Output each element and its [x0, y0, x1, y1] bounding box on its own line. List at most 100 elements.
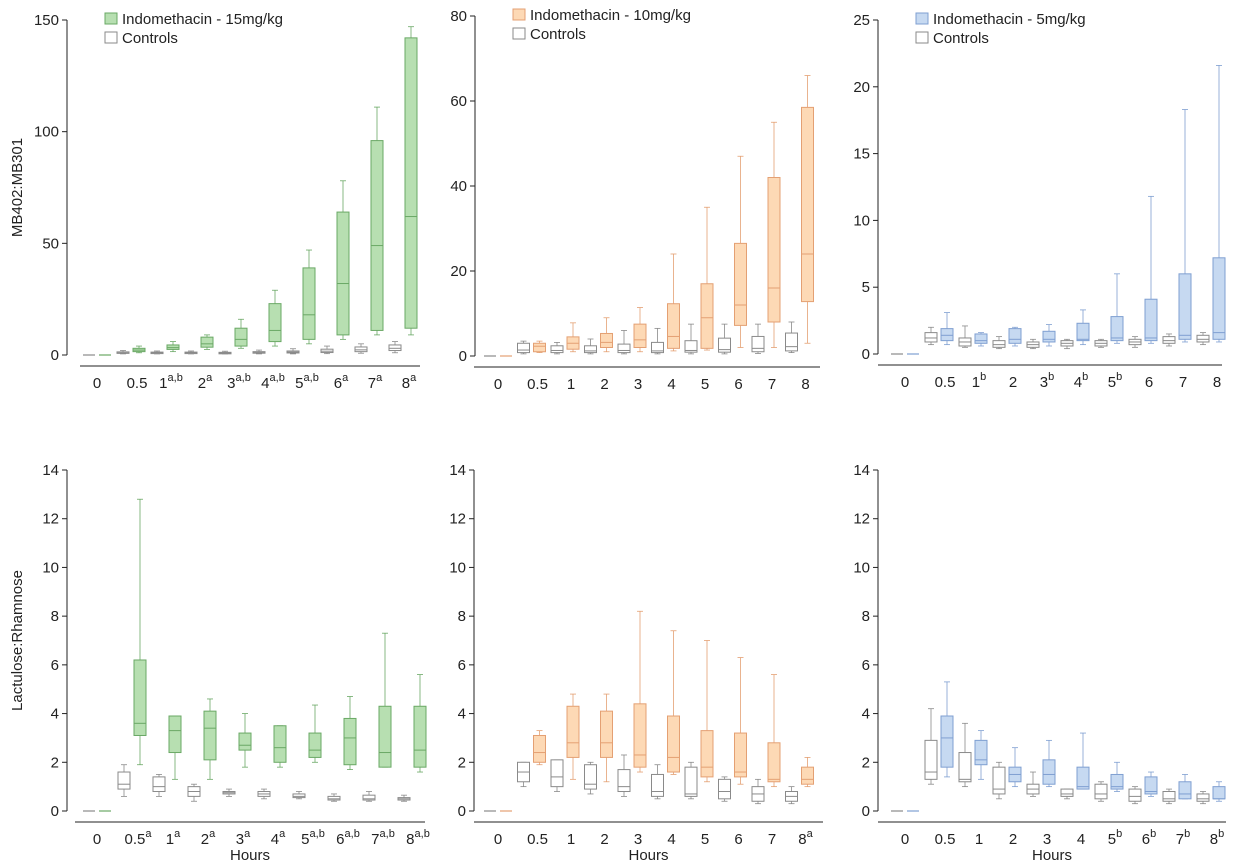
treated-box-8-box	[767, 742, 781, 783]
control-box-5	[651, 327, 664, 355]
treated-box-3	[600, 693, 613, 783]
control-box-9	[1196, 332, 1210, 346]
control-box-8	[751, 778, 765, 805]
control-box-2	[550, 759, 564, 792]
x-tick-label: 3	[634, 376, 642, 393]
y-tick-label: 4	[458, 706, 466, 723]
legend-label-treated: Indomethacin - 15mg/kg	[122, 11, 283, 28]
control-box-9-box	[1196, 793, 1210, 802]
y-tick-label: 2	[458, 754, 466, 771]
treated-box-4	[238, 713, 252, 768]
treated-box-3	[1008, 326, 1022, 347]
y-tick-label: 0	[51, 347, 59, 364]
x-tick-label: 7b	[1176, 828, 1190, 848]
treated-box-4-box	[633, 703, 647, 768]
control-box-3	[992, 336, 1006, 350]
y-tick-label: 60	[450, 93, 467, 110]
x-tick-label: 1a,b	[159, 372, 183, 392]
y-tick-label: 12	[449, 511, 466, 528]
treated-box-9	[404, 26, 418, 336]
y-tick-label: 10	[449, 559, 466, 576]
treated-box-6-box	[700, 730, 714, 778]
control-box-7	[1128, 786, 1142, 805]
control-box-1	[924, 708, 938, 785]
control-box-2	[152, 774, 166, 797]
treated-box-2	[168, 715, 182, 780]
y-tick-label: 20	[853, 79, 870, 96]
control-box-3	[992, 761, 1006, 800]
control-box-1	[924, 326, 938, 346]
treated-box-4-box	[1042, 330, 1056, 343]
control-box-7	[327, 793, 341, 802]
treated-box-6-box	[308, 732, 322, 758]
x-tick-label: 1	[567, 831, 575, 848]
control-box-8-box	[362, 794, 376, 801]
legend: Indomethacin - 5mg/kg Controls	[915, 11, 1086, 47]
treated-box-8	[370, 106, 384, 336]
y-tick-label: 2	[862, 754, 870, 771]
treated-box-7-box	[1144, 776, 1158, 795]
treated-box-3-box	[600, 332, 613, 349]
control-box-1-box	[517, 342, 530, 354]
legend-label-treated: Indomethacin - 10mg/kg	[530, 7, 691, 24]
treated-box-6-box	[1110, 316, 1124, 342]
treated-box-5	[667, 253, 680, 352]
treated-box-5-box	[273, 725, 287, 763]
treated-box-8	[1178, 774, 1192, 800]
treated-box-2	[566, 693, 580, 780]
control-box-4-box	[617, 769, 631, 793]
treated-box-8	[1178, 109, 1192, 343]
treated-box-1	[533, 340, 546, 354]
y-axis-title: MB402:MB301	[9, 138, 26, 237]
treated-box-1	[940, 312, 954, 346]
treated-box-8-box	[370, 140, 384, 331]
control-box-7-box	[718, 337, 731, 353]
y-tick-label: 6	[862, 657, 870, 674]
treated-box-4	[1042, 324, 1056, 347]
x-tick-label: 5a,b	[295, 372, 319, 392]
control-box-9	[785, 786, 798, 805]
x-tick-label: 0.5a	[125, 828, 153, 848]
legend: Indomethacin - 10mg/kg Controls	[512, 7, 691, 43]
y-tick-label: 12	[853, 511, 870, 528]
x-tick-label: 6a,b	[336, 828, 360, 848]
x-axis-title: Hours	[1032, 847, 1072, 862]
y-tick-label: 20	[450, 263, 467, 280]
x-tick-label: 4	[667, 376, 675, 393]
control-box-1	[517, 340, 530, 355]
y-tick-label: 50	[42, 235, 59, 252]
legend-swatch-controls	[915, 31, 929, 44]
x-tick-label: 0	[494, 376, 502, 393]
control-box-1-box	[924, 332, 938, 343]
x-tick-label: 0	[901, 374, 909, 391]
control-box-3	[184, 350, 198, 355]
x-tick-label: 4	[1077, 831, 1085, 848]
treated-box-1-box	[533, 342, 546, 353]
treated-box-5	[667, 630, 680, 775]
treated-box-8	[767, 121, 781, 348]
treated-box-8-box	[378, 705, 392, 768]
control-box-3-box	[584, 764, 597, 790]
treated-box-5-box	[667, 303, 680, 349]
control-box-2	[150, 350, 164, 355]
control-box-4-box	[617, 343, 631, 354]
treated-box-7-box	[734, 242, 747, 326]
x-tick-label: 7	[768, 831, 776, 848]
control-box-8	[751, 323, 765, 354]
control-box-2-box	[550, 759, 564, 788]
treated-box-6-box	[302, 267, 316, 340]
control-box-3-box	[992, 340, 1006, 348]
treated-box-1-box	[133, 659, 147, 736]
treated-box-1	[132, 345, 146, 354]
y-tick-label: 4	[51, 706, 59, 723]
treated-box-6	[1110, 761, 1124, 792]
treated-box-2-box	[566, 705, 580, 758]
x-tick-label: 1	[975, 831, 983, 848]
treated-box-3	[200, 334, 214, 350]
x-tick-label: 8a	[402, 372, 417, 392]
x-tick-label: 1	[567, 376, 575, 393]
y-tick-label: 25	[853, 12, 870, 29]
control-box-8-box	[354, 346, 368, 353]
control-box-7	[1128, 336, 1142, 348]
control-box-8	[1162, 788, 1176, 805]
